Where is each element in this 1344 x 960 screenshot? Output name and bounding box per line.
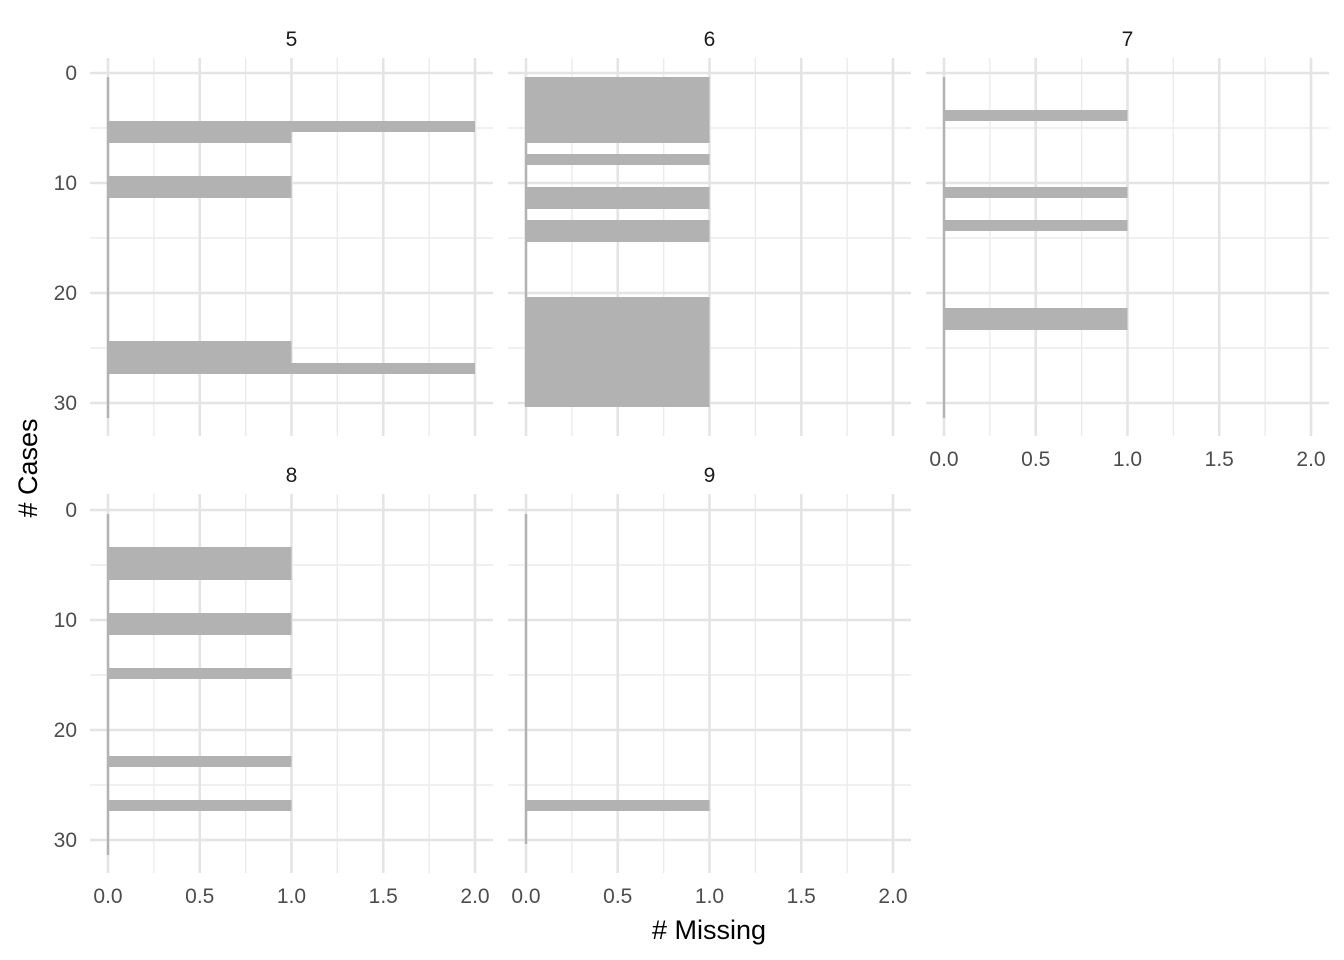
facet-panel-6: 6 bbox=[508, 28, 911, 436]
x-tick-label: 0.0 bbox=[511, 885, 540, 908]
bar bbox=[108, 547, 292, 558]
y-tick-label: 10 bbox=[54, 609, 77, 632]
bar bbox=[108, 558, 292, 569]
facet-strip-label: 8 bbox=[286, 464, 298, 487]
x-tick-label: 2.0 bbox=[1296, 448, 1325, 471]
bar bbox=[526, 363, 710, 374]
y-tick-label: 0 bbox=[65, 62, 77, 85]
x-tick-label: 2.0 bbox=[878, 885, 907, 908]
bar bbox=[526, 800, 710, 811]
bar bbox=[526, 220, 710, 231]
facet-strip-label: 6 bbox=[704, 28, 716, 51]
bar bbox=[526, 77, 710, 88]
x-axis-title: # Missing bbox=[652, 915, 766, 945]
bar bbox=[526, 121, 710, 132]
x-tick-label: 1.0 bbox=[1113, 448, 1142, 471]
y-tick-label: 30 bbox=[54, 829, 77, 852]
x-tick-label: 1.5 bbox=[369, 885, 398, 908]
facet-strip-label: 9 bbox=[704, 464, 716, 487]
bar bbox=[108, 363, 475, 374]
facet-panel-5: 5 0 10 20 30 bbox=[54, 28, 493, 436]
x-tick-label: 0.5 bbox=[603, 885, 632, 908]
bar bbox=[526, 132, 710, 143]
bar bbox=[108, 624, 292, 635]
x-tick-label: 0.5 bbox=[185, 885, 214, 908]
bar bbox=[526, 297, 710, 308]
bar bbox=[526, 308, 710, 319]
y-axis-title: # Cases bbox=[13, 418, 43, 517]
y-tick-label: 10 bbox=[54, 172, 77, 195]
y-tick-label: 20 bbox=[54, 282, 77, 305]
bar bbox=[108, 187, 292, 198]
x-tick-label: 1.5 bbox=[1205, 448, 1234, 471]
facet-panel-8: 8 0 10 20 30 0.0 0.5 1.0 1.5 2.0 bbox=[54, 464, 493, 908]
bar bbox=[526, 198, 710, 209]
facet-strip-label: 7 bbox=[1122, 28, 1134, 51]
bar bbox=[944, 319, 1128, 330]
bar bbox=[108, 132, 292, 143]
bar bbox=[108, 341, 292, 352]
bar bbox=[526, 231, 710, 242]
bar bbox=[108, 569, 292, 580]
bar bbox=[526, 110, 710, 121]
bar bbox=[108, 800, 292, 811]
y-tick-label: 20 bbox=[54, 719, 77, 742]
x-tick-label: 2.0 bbox=[460, 885, 489, 908]
facet-strip-label: 5 bbox=[286, 28, 298, 51]
bar bbox=[526, 330, 710, 341]
bar bbox=[526, 396, 710, 407]
bar bbox=[108, 176, 292, 187]
x-tick-label: 1.0 bbox=[695, 885, 724, 908]
bar bbox=[526, 88, 710, 99]
bar bbox=[944, 187, 1128, 198]
bar bbox=[944, 308, 1128, 319]
bar bbox=[526, 352, 710, 363]
x-tick-label: 0.0 bbox=[93, 885, 122, 908]
bar bbox=[526, 154, 710, 165]
facet-panel-9: 9 0.0 0.5 1.0 1.5 2.0 bbox=[508, 464, 911, 908]
bar bbox=[526, 319, 710, 330]
bar bbox=[108, 352, 292, 363]
x-tick-label: 1.0 bbox=[277, 885, 306, 908]
bar bbox=[526, 99, 710, 110]
bar bbox=[526, 341, 710, 352]
bar bbox=[108, 756, 292, 767]
bar bbox=[526, 374, 710, 385]
bar bbox=[526, 385, 710, 396]
y-tick-label: 30 bbox=[54, 392, 77, 415]
bar bbox=[108, 121, 475, 132]
bar bbox=[944, 110, 1128, 121]
bar bbox=[108, 668, 292, 679]
bar bbox=[108, 613, 292, 624]
bar bbox=[944, 220, 1128, 231]
x-tick-label: 0.0 bbox=[929, 448, 958, 471]
facet-panel-7: 7 0.0 0.5 1.0 1.5 2.0 bbox=[926, 28, 1329, 471]
x-tick-label: 0.5 bbox=[1021, 448, 1050, 471]
x-tick-label: 1.5 bbox=[787, 885, 816, 908]
bar bbox=[526, 187, 710, 198]
y-tick-label: 0 bbox=[65, 499, 77, 522]
